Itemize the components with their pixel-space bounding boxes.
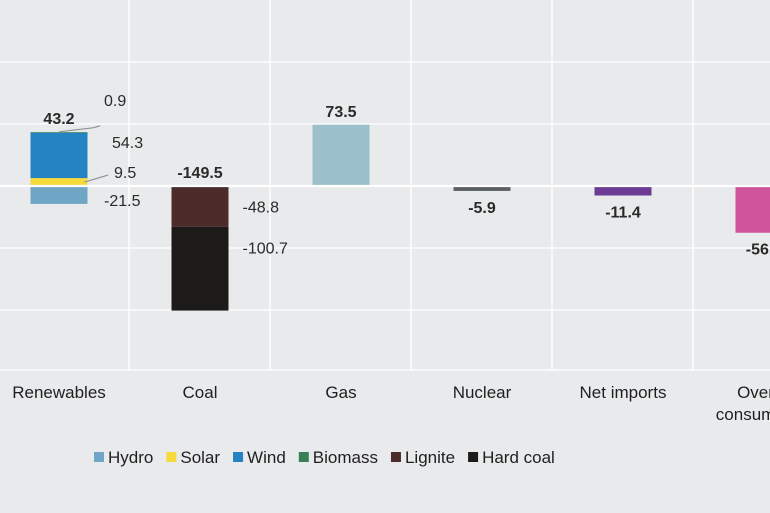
category-label: Overall (737, 383, 770, 402)
bar-segment-hard-coal (171, 226, 229, 311)
segment-label: 9.5 (114, 165, 136, 182)
category-label: Nuclear (453, 383, 512, 402)
segment-label: -48.8 (243, 199, 280, 216)
total-label: -11.4 (605, 204, 641, 221)
category-label-line2: consumption (716, 405, 770, 424)
total-label: -5.9 (468, 200, 496, 217)
bar (735, 186, 770, 233)
bar (453, 186, 511, 191)
legend-label: Wind (247, 448, 286, 467)
bar-segment-biomass (30, 132, 88, 133)
bar-segment-hydro (30, 186, 88, 204)
leader-line (58, 125, 101, 133)
segment-label: -100.7 (243, 241, 288, 258)
legend-swatch (390, 452, 401, 462)
bar (594, 186, 652, 196)
legend-swatch (94, 452, 104, 462)
category-label: Net imports (580, 383, 667, 402)
category-label: Coal (183, 383, 218, 402)
total-label: -56.1 (746, 242, 770, 259)
leader-line (84, 174, 109, 183)
legend-swatch (166, 452, 177, 462)
legend: Hydro Solar Wind Biomass Lignite Hard coal (94, 448, 555, 467)
category-labels: Renewables Coal Gas Nuclear Net imports Overa… (12, 383, 770, 424)
total-label: -149.5 (177, 165, 222, 182)
total-label: 43.2 (43, 111, 74, 128)
legend-label: Solar (180, 448, 220, 467)
bars (30, 124, 770, 311)
legend-label: Lignite (405, 448, 455, 467)
legend-swatch (298, 452, 309, 462)
bar-segment-lignite (171, 186, 229, 227)
legend-swatch (468, 452, 479, 462)
segment-label: 54.3 (112, 135, 143, 152)
segment-label: 0.9 (104, 93, 126, 110)
bar (312, 124, 370, 186)
bar-segment-solar (30, 178, 88, 186)
legend-label: Hard coal (482, 448, 555, 467)
value-labels: 43.2 -149.5 73.5 -5.9 -11.4 -56.1 0.9 54.3 9.5 -2… (43, 93, 770, 259)
category-label: Renewables (12, 383, 106, 402)
category-label: Gas (325, 383, 356, 402)
bar-segment-wind (30, 132, 88, 179)
legend-label: Biomass (313, 448, 378, 467)
legend-label: Hydro (108, 448, 153, 467)
total-label: 73.5 (325, 104, 356, 121)
legend-swatch (233, 452, 244, 462)
segment-label: -21.5 (104, 193, 141, 210)
